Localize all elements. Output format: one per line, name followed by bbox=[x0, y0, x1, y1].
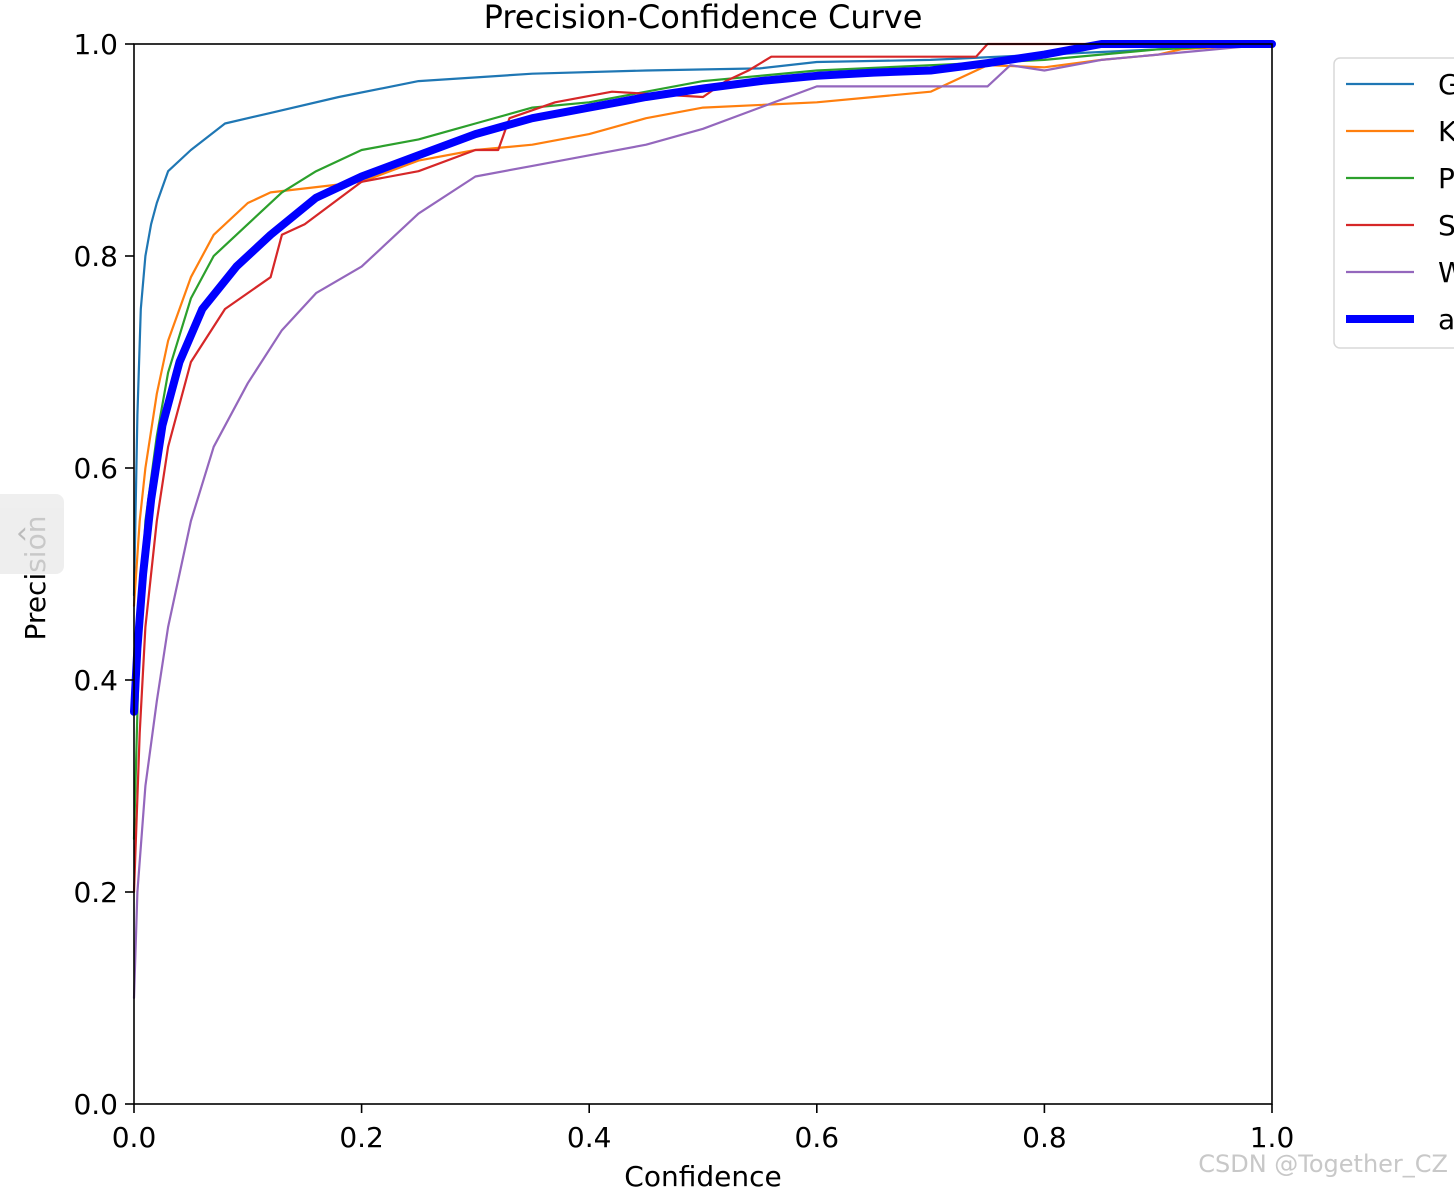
plot-frame bbox=[133, 43, 1273, 1105]
y-tick-label: 1.0 bbox=[73, 28, 118, 61]
series-line-0 bbox=[132, 42, 1274, 597]
x-tick-label: 0.0 bbox=[112, 1121, 157, 1154]
legend-box bbox=[1333, 57, 1454, 349]
x-tick-label: 1.0 bbox=[1250, 1121, 1295, 1154]
series-line-5 bbox=[130, 40, 1276, 716]
legend-label: W bbox=[1438, 256, 1454, 289]
legend-label: a bbox=[1438, 303, 1454, 336]
series-layer bbox=[130, 40, 1276, 1000]
x-tick-label: 0.6 bbox=[795, 1121, 840, 1154]
series-line-1 bbox=[132, 42, 1274, 607]
y-tick-label: 0.6 bbox=[73, 452, 118, 485]
legend-label: K bbox=[1438, 115, 1454, 148]
series-line-2 bbox=[132, 42, 1274, 841]
x-tick-label: 0.2 bbox=[339, 1121, 384, 1154]
chevron-left-icon: ‹ bbox=[16, 516, 28, 551]
legend-label: G bbox=[1438, 68, 1454, 101]
watermark: CSDN @Together_CZ bbox=[1198, 1150, 1448, 1178]
chart-title: Precision-Confidence Curve bbox=[484, 0, 923, 36]
x-axis-label: Confidence bbox=[624, 1160, 781, 1188]
y-tick-label: 0.0 bbox=[73, 1088, 118, 1121]
y-tick-label: 0.4 bbox=[73, 664, 118, 697]
legend-label: P bbox=[1438, 162, 1454, 195]
x-axis-ticks: 0.0 0.2 0.4 0.6 0.8 1.0 bbox=[112, 1104, 1295, 1154]
y-axis-ticks: 0.0 0.2 0.4 0.6 0.8 1.0 bbox=[73, 28, 134, 1121]
x-tick-label: 0.8 bbox=[1022, 1121, 1067, 1154]
series-line-3 bbox=[132, 42, 1274, 894]
y-tick-label: 0.2 bbox=[73, 876, 118, 909]
y-tick-label: 0.8 bbox=[73, 240, 118, 273]
side-collapse-handle[interactable]: ‹ bbox=[0, 494, 64, 574]
legend-label: S bbox=[1438, 209, 1454, 242]
series-line-4 bbox=[132, 42, 1274, 1000]
x-tick-label: 0.4 bbox=[567, 1121, 612, 1154]
